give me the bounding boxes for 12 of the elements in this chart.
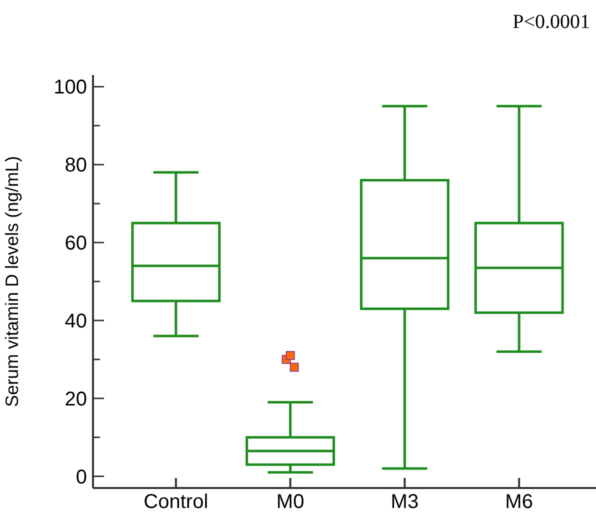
y-tick-label: 20	[64, 388, 87, 410]
y-tick-label: 0	[76, 466, 87, 488]
x-tick-label: Control	[144, 491, 208, 512]
y-tick-label: 80	[64, 154, 87, 177]
text: P<0.0001	[512, 11, 590, 33]
x-tick-label: M0	[276, 491, 304, 512]
y-axis-title: Serum vitamin D levels (ng/mL)	[2, 156, 22, 408]
y-tick-label: 60	[64, 232, 87, 255]
y-tick-label: 40	[64, 310, 87, 332]
x-tick-label: M6	[505, 491, 533, 512]
y-tick-label: 100	[54, 76, 87, 99]
x-tick-label: M3	[390, 491, 419, 512]
